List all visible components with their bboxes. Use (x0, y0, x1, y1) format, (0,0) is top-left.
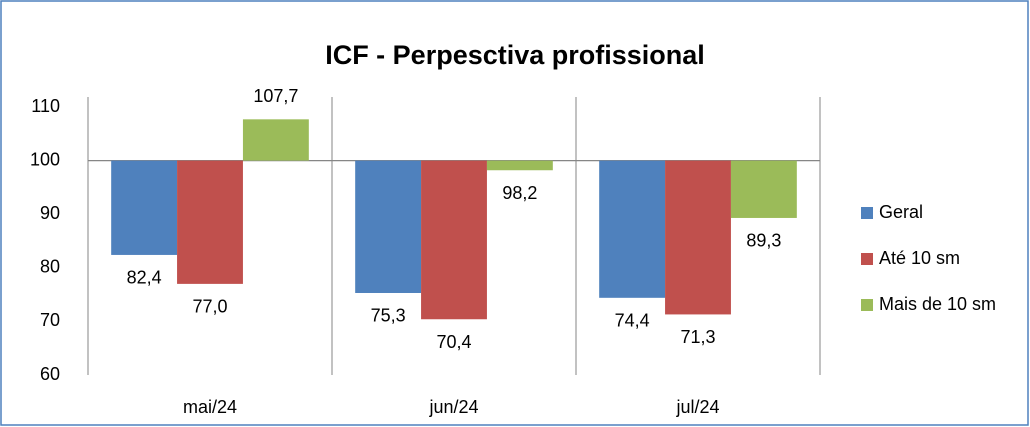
y-tick-label: 90 (40, 203, 60, 223)
bar (486, 160, 553, 171)
data-label: 107,7 (253, 86, 298, 106)
legend-swatch (861, 253, 873, 265)
bar (177, 160, 243, 284)
y-tick-label: 80 (40, 257, 60, 277)
data-label: 71,3 (680, 327, 715, 347)
y-tick-label: 70 (40, 310, 60, 330)
data-label: 74,4 (615, 311, 650, 331)
legend-label: Geral (879, 202, 923, 222)
bar (730, 160, 797, 218)
data-label: 82,4 (127, 268, 162, 288)
y-tick-label: 60 (40, 364, 60, 384)
data-label: 77,0 (192, 297, 227, 317)
data-label: 89,3 (746, 231, 781, 251)
x-tick-label: mai/24 (183, 397, 237, 417)
bar (665, 160, 731, 315)
legend-label: Até 10 sm (879, 248, 960, 268)
data-label: 98,2 (502, 183, 537, 203)
x-tick-label: jul/24 (675, 397, 719, 417)
bar (242, 119, 309, 161)
legend-swatch (861, 299, 873, 311)
x-tick-label: jun/24 (428, 397, 478, 417)
legend-label: Mais de 10 sm (879, 294, 996, 314)
bar (111, 160, 178, 255)
chart-title: ICF - Perpesctiva profissional (325, 40, 705, 70)
data-label: 70,4 (436, 332, 471, 352)
data-label: 75,3 (371, 306, 406, 326)
y-tick-label: 110 (31, 96, 60, 116)
bar (599, 160, 666, 298)
legend-swatch (861, 207, 873, 219)
bar (421, 160, 487, 320)
y-tick-label: 100 (30, 149, 60, 169)
bar (355, 160, 422, 293)
